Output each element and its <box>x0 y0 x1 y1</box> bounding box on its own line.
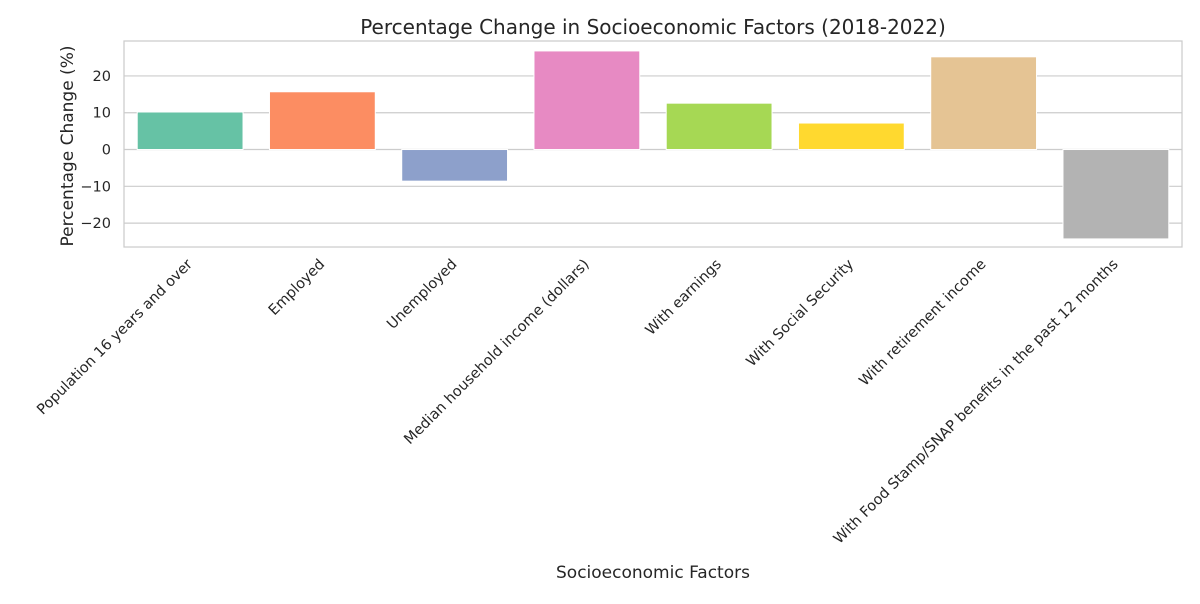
bar <box>268 91 376 151</box>
x-tick-label: Employed <box>266 257 328 319</box>
bar <box>136 111 244 151</box>
bar <box>401 149 509 182</box>
bars <box>136 50 1170 240</box>
y-tick-labels: −20 −10 0 10 20 <box>80 69 111 232</box>
x-tick-label: With Food Stamp/SNAP benefits in the pas… <box>831 257 1122 548</box>
y-tick-label: 20 <box>93 69 111 85</box>
x-axis-label: Socioeconomic Factors <box>556 563 750 583</box>
bar <box>533 50 641 151</box>
y-tick-label: −20 <box>80 216 111 232</box>
bar <box>797 122 905 151</box>
y-axis-label: Percentage Change (%) <box>58 46 78 247</box>
bar <box>665 102 773 151</box>
x-tick-label: With retirement income <box>857 256 990 389</box>
y-tick-label: 10 <box>93 106 111 122</box>
x-tick-label: With Social Security <box>744 256 858 370</box>
x-tick-label: With earnings <box>643 257 725 339</box>
x-tick-labels: Population 16 years and over Employed Unem… <box>34 256 1121 547</box>
x-tick-label: Population 16 years and over <box>34 256 196 418</box>
chart-title: Percentage Change in Socioeconomic Facto… <box>360 15 946 39</box>
y-tick-label: 0 <box>102 143 111 159</box>
y-tick-label: −10 <box>80 179 111 195</box>
x-tick-label: Unemployed <box>384 257 460 333</box>
bar <box>1062 149 1170 240</box>
bar <box>930 56 1038 151</box>
plot-frame <box>123 40 1183 248</box>
